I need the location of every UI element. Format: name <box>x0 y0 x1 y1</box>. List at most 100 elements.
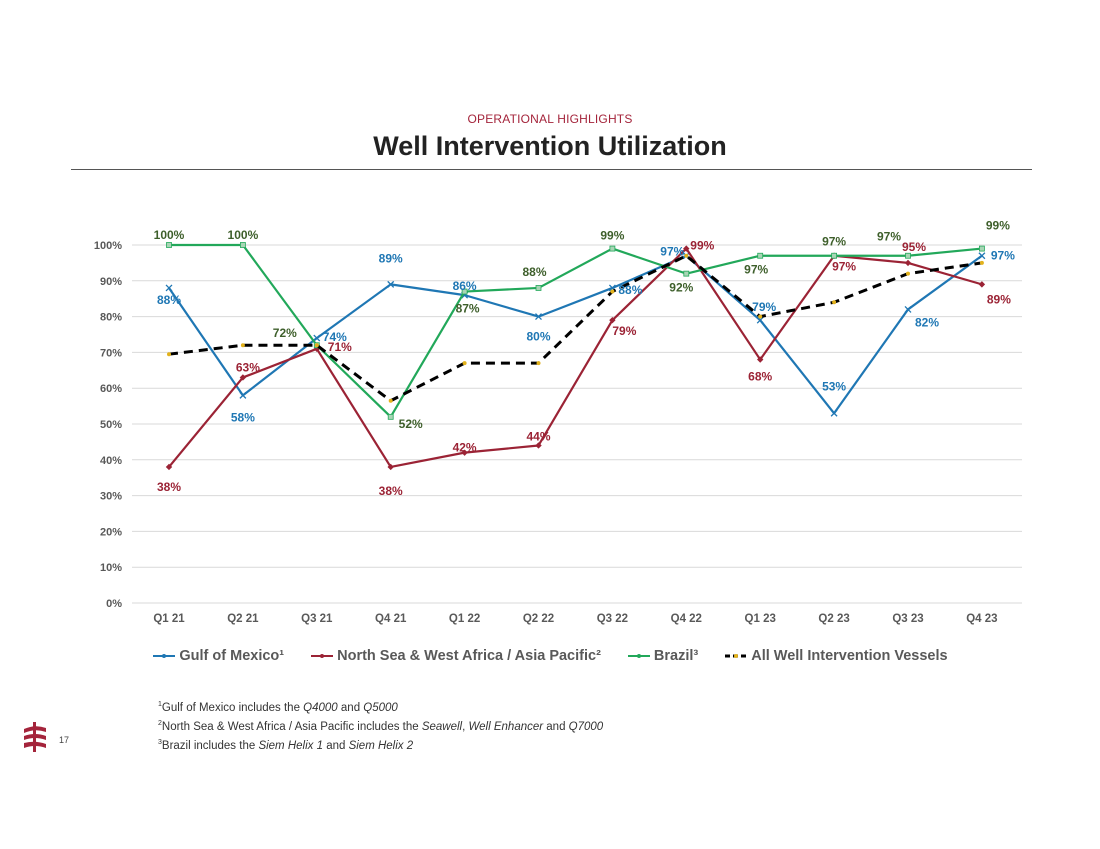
data-point <box>535 313 542 321</box>
legend-label: North Sea & West Africa / Asia Pacific² <box>337 648 601 664</box>
data-point <box>684 253 689 258</box>
data-point <box>832 300 837 305</box>
company-logo-icon <box>24 722 46 752</box>
footnote-text: Gulf of Mexico includes the <box>161 701 304 714</box>
y-tick-label: 30% <box>100 491 122 503</box>
data-label: 58% <box>231 410 255 424</box>
y-tick-label: 100% <box>94 240 122 252</box>
data-label: 92% <box>669 281 693 295</box>
footnote-marker: 3 <box>158 738 162 746</box>
footnote-line: 1Gulf of Mexico includes the Q4000 and Q… <box>158 697 603 716</box>
x-tick-label: Q4 23 <box>966 613 997 625</box>
data-label: 44% <box>526 429 550 443</box>
data-label: 97% <box>991 249 1015 263</box>
data-label: 100% <box>154 228 185 242</box>
data-point <box>239 391 247 399</box>
data-point <box>167 352 171 357</box>
data-point <box>757 252 764 259</box>
legend-item: Brazil³ <box>627 648 698 664</box>
data-point <box>904 259 912 267</box>
data-label: 79% <box>612 324 636 338</box>
data-label: 95% <box>902 240 926 254</box>
data-label: 100% <box>228 228 259 242</box>
vessel-name: Seawell <box>421 720 463 733</box>
data-label: 63% <box>236 360 260 374</box>
x-tick-label: Q4 21 <box>375 613 407 625</box>
legend-item: Gulf of Mexico¹ <box>152 648 284 664</box>
data-label: 38% <box>379 484 403 498</box>
y-tick-label: 40% <box>100 455 122 467</box>
data-label: 99% <box>986 219 1010 233</box>
data-label: 89% <box>987 292 1011 306</box>
data-label: 80% <box>526 330 550 344</box>
data-point <box>240 343 245 348</box>
data-point <box>387 280 395 288</box>
x-tick-label: Q3 21 <box>301 613 333 625</box>
data-label: 52% <box>399 417 423 431</box>
footnote-text: Brazil includes the <box>161 739 259 752</box>
data-label: 88% <box>157 293 181 307</box>
section-kicker: OPERATIONAL HIGHLIGHTS <box>467 112 633 126</box>
data-label: 97% <box>660 245 684 259</box>
legend-item: North Sea & West Africa / Asia Pacific² <box>310 648 601 664</box>
data-point <box>609 245 616 252</box>
data-point <box>536 361 541 366</box>
data-point <box>830 409 838 417</box>
footnote-marker: 2 <box>158 719 162 727</box>
vessel-name: Q7000 <box>568 720 604 733</box>
y-tick-label: 10% <box>100 562 122 574</box>
footnote-text: and <box>323 739 349 752</box>
data-point <box>904 305 912 313</box>
page-title: Well Intervention Utilization <box>373 131 727 161</box>
data-label: 99% <box>600 229 624 243</box>
data-point <box>165 463 173 471</box>
data-label: 71% <box>328 340 352 354</box>
title-divider <box>71 169 1032 170</box>
page-number: 17 <box>59 735 70 745</box>
footnote-text: North Sea & West Africa / Asia Pacific i… <box>161 720 422 733</box>
data-label: 38% <box>157 480 181 494</box>
footnote-text: and <box>543 720 569 733</box>
legend-label: Brazil³ <box>653 648 699 664</box>
data-point <box>313 334 321 342</box>
data-label: 88% <box>522 265 546 279</box>
legend-label: Gulf of Mexico¹ <box>179 648 285 664</box>
x-tick-label: Q1 22 <box>449 613 480 625</box>
data-label: 97% <box>744 263 768 277</box>
x-tick-label: Q2 23 <box>818 613 849 625</box>
data-label: 97% <box>877 230 901 244</box>
y-tick-label: 0% <box>106 598 122 610</box>
data-point <box>906 271 910 276</box>
series-line <box>168 254 983 415</box>
data-label: 82% <box>915 315 939 329</box>
data-point <box>387 413 394 420</box>
x-tick-label: Q3 23 <box>892 613 923 625</box>
vessel-name: Well Enhancer <box>468 720 544 733</box>
data-point <box>979 245 985 252</box>
x-tick-label: Q1 21 <box>153 613 185 625</box>
legend-swatch-icon <box>311 654 334 658</box>
data-point <box>756 316 764 324</box>
data-point <box>683 245 690 252</box>
data-point <box>461 288 468 295</box>
data-point <box>978 252 986 260</box>
data-label: 72% <box>273 326 297 340</box>
data-point <box>535 442 542 449</box>
data-point <box>461 449 468 456</box>
data-point <box>609 316 616 324</box>
data-label: 99% <box>690 239 714 253</box>
data-point <box>831 252 837 259</box>
y-tick-label: 60% <box>100 383 122 395</box>
data-label: 53% <box>822 379 846 393</box>
vessel-name: Q5000 <box>363 701 398 714</box>
x-tick-label: Q4 22 <box>671 613 702 625</box>
data-point <box>978 281 986 288</box>
footnote-text: and <box>337 701 364 714</box>
data-label: 88% <box>618 283 642 297</box>
y-tick-label: 80% <box>100 312 122 324</box>
utilization-line-chart: 0% 10% 20% 30% 40% 50% 60% 70% 80% 90% 100% Q1 21 Q2… <box>94 219 1022 625</box>
data-label: 86% <box>453 279 477 293</box>
x-tick-label: Q3 22 <box>597 613 628 625</box>
x-tick-label: Q2 21 <box>227 613 259 625</box>
footnote-marker: 1 <box>158 701 162 708</box>
